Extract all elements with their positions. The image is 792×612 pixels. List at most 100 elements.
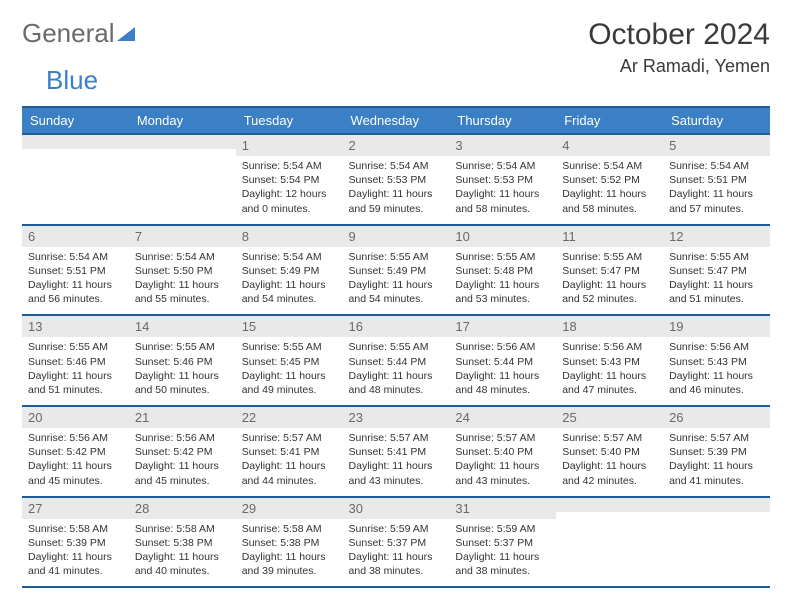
day-number: 17 <box>449 316 556 337</box>
day-body: Sunrise: 5:55 AMSunset: 5:45 PMDaylight:… <box>236 337 343 405</box>
daylight-text: Daylight: 11 hours and 56 minutes. <box>28 278 123 306</box>
day-body: Sunrise: 5:56 AMSunset: 5:42 PMDaylight:… <box>129 428 236 496</box>
daylight-text: Daylight: 11 hours and 41 minutes. <box>28 550 123 578</box>
sunset-text: Sunset: 5:39 PM <box>28 536 123 550</box>
sunset-text: Sunset: 5:52 PM <box>562 173 657 187</box>
sunrise-text: Sunrise: 5:57 AM <box>669 431 764 445</box>
day-cell: 4Sunrise: 5:54 AMSunset: 5:52 PMDaylight… <box>556 134 663 225</box>
sunset-text: Sunset: 5:44 PM <box>455 355 550 369</box>
day-header-sat: Saturday <box>663 107 770 134</box>
month-title: October 2024 <box>588 18 770 52</box>
day-number: 25 <box>556 407 663 428</box>
day-cell: 9Sunrise: 5:55 AMSunset: 5:49 PMDaylight… <box>343 225 450 316</box>
daylight-text: Daylight: 11 hours and 45 minutes. <box>28 459 123 487</box>
header-right: October 2024 Ar Ramadi, Yemen <box>588 18 770 77</box>
sunset-text: Sunset: 5:44 PM <box>349 355 444 369</box>
day-cell: 21Sunrise: 5:56 AMSunset: 5:42 PMDayligh… <box>129 406 236 497</box>
day-body: Sunrise: 5:55 AMSunset: 5:46 PMDaylight:… <box>22 337 129 405</box>
sunrise-text: Sunrise: 5:55 AM <box>669 250 764 264</box>
calendar-table: Sunday Monday Tuesday Wednesday Thursday… <box>22 106 770 588</box>
day-number: 24 <box>449 407 556 428</box>
daylight-text: Daylight: 11 hours and 58 minutes. <box>455 187 550 215</box>
sunset-text: Sunset: 5:40 PM <box>562 445 657 459</box>
day-number <box>129 135 236 149</box>
daylight-text: Daylight: 11 hours and 53 minutes. <box>455 278 550 306</box>
sunset-text: Sunset: 5:45 PM <box>242 355 337 369</box>
sunrise-text: Sunrise: 5:55 AM <box>562 250 657 264</box>
sunset-text: Sunset: 5:47 PM <box>562 264 657 278</box>
day-header-tue: Tuesday <box>236 107 343 134</box>
day-number: 9 <box>343 226 450 247</box>
day-cell: 26Sunrise: 5:57 AMSunset: 5:39 PMDayligh… <box>663 406 770 497</box>
day-body: Sunrise: 5:54 AMSunset: 5:53 PMDaylight:… <box>449 156 556 224</box>
sunset-text: Sunset: 5:46 PM <box>135 355 230 369</box>
week-row: 1Sunrise: 5:54 AMSunset: 5:54 PMDaylight… <box>22 134 770 225</box>
day-body: Sunrise: 5:57 AMSunset: 5:41 PMDaylight:… <box>236 428 343 496</box>
sunset-text: Sunset: 5:51 PM <box>28 264 123 278</box>
day-body: Sunrise: 5:54 AMSunset: 5:54 PMDaylight:… <box>236 156 343 224</box>
day-number: 15 <box>236 316 343 337</box>
day-cell: 28Sunrise: 5:58 AMSunset: 5:38 PMDayligh… <box>129 497 236 588</box>
day-cell: 15Sunrise: 5:55 AMSunset: 5:45 PMDayligh… <box>236 315 343 406</box>
day-body: Sunrise: 5:55 AMSunset: 5:49 PMDaylight:… <box>343 247 450 315</box>
sunset-text: Sunset: 5:53 PM <box>455 173 550 187</box>
daylight-text: Daylight: 11 hours and 48 minutes. <box>455 369 550 397</box>
day-number: 26 <box>663 407 770 428</box>
sunrise-text: Sunrise: 5:54 AM <box>242 250 337 264</box>
day-cell: 12Sunrise: 5:55 AMSunset: 5:47 PMDayligh… <box>663 225 770 316</box>
day-number: 28 <box>129 498 236 519</box>
day-header-wed: Wednesday <box>343 107 450 134</box>
day-cell: 31Sunrise: 5:59 AMSunset: 5:37 PMDayligh… <box>449 497 556 588</box>
day-number: 7 <box>129 226 236 247</box>
day-cell: 24Sunrise: 5:57 AMSunset: 5:40 PMDayligh… <box>449 406 556 497</box>
daylight-text: Daylight: 11 hours and 43 minutes. <box>455 459 550 487</box>
day-number: 4 <box>556 135 663 156</box>
sunrise-text: Sunrise: 5:56 AM <box>669 340 764 354</box>
calendar-page: General October 2024 Ar Ramadi, Yemen Bl… <box>0 0 792 606</box>
sunrise-text: Sunrise: 5:55 AM <box>28 340 123 354</box>
location-label: Ar Ramadi, Yemen <box>588 56 770 77</box>
daylight-text: Daylight: 11 hours and 38 minutes. <box>455 550 550 578</box>
sunrise-text: Sunrise: 5:56 AM <box>28 431 123 445</box>
day-cell: 22Sunrise: 5:57 AMSunset: 5:41 PMDayligh… <box>236 406 343 497</box>
daylight-text: Daylight: 11 hours and 39 minutes. <box>242 550 337 578</box>
day-cell: 5Sunrise: 5:54 AMSunset: 5:51 PMDaylight… <box>663 134 770 225</box>
sunset-text: Sunset: 5:46 PM <box>28 355 123 369</box>
day-cell <box>556 497 663 588</box>
day-number: 13 <box>22 316 129 337</box>
day-number: 8 <box>236 226 343 247</box>
day-number: 1 <box>236 135 343 156</box>
sunset-text: Sunset: 5:42 PM <box>135 445 230 459</box>
day-body: Sunrise: 5:55 AMSunset: 5:47 PMDaylight:… <box>556 247 663 315</box>
daylight-text: Daylight: 11 hours and 51 minutes. <box>669 278 764 306</box>
sunrise-text: Sunrise: 5:54 AM <box>135 250 230 264</box>
sunrise-text: Sunrise: 5:58 AM <box>135 522 230 536</box>
day-body: Sunrise: 5:59 AMSunset: 5:37 PMDaylight:… <box>449 519 556 587</box>
sunrise-text: Sunrise: 5:55 AM <box>349 340 444 354</box>
day-body <box>22 149 129 163</box>
day-cell: 16Sunrise: 5:55 AMSunset: 5:44 PMDayligh… <box>343 315 450 406</box>
logo-word-general: General <box>22 18 115 49</box>
day-number: 14 <box>129 316 236 337</box>
sunset-text: Sunset: 5:39 PM <box>669 445 764 459</box>
day-number: 18 <box>556 316 663 337</box>
day-cell: 13Sunrise: 5:55 AMSunset: 5:46 PMDayligh… <box>22 315 129 406</box>
daylight-text: Daylight: 11 hours and 59 minutes. <box>349 187 444 215</box>
day-cell <box>663 497 770 588</box>
sunset-text: Sunset: 5:37 PM <box>349 536 444 550</box>
day-number: 12 <box>663 226 770 247</box>
daylight-text: Daylight: 11 hours and 55 minutes. <box>135 278 230 306</box>
sunrise-text: Sunrise: 5:55 AM <box>349 250 444 264</box>
daylight-text: Daylight: 11 hours and 57 minutes. <box>669 187 764 215</box>
sunset-text: Sunset: 5:54 PM <box>242 173 337 187</box>
day-number: 20 <box>22 407 129 428</box>
day-number: 16 <box>343 316 450 337</box>
day-body: Sunrise: 5:54 AMSunset: 5:51 PMDaylight:… <box>663 156 770 224</box>
day-number: 2 <box>343 135 450 156</box>
day-number: 31 <box>449 498 556 519</box>
day-cell: 1Sunrise: 5:54 AMSunset: 5:54 PMDaylight… <box>236 134 343 225</box>
day-number <box>22 135 129 149</box>
sunrise-text: Sunrise: 5:57 AM <box>349 431 444 445</box>
day-body: Sunrise: 5:57 AMSunset: 5:40 PMDaylight:… <box>556 428 663 496</box>
sunrise-text: Sunrise: 5:56 AM <box>455 340 550 354</box>
